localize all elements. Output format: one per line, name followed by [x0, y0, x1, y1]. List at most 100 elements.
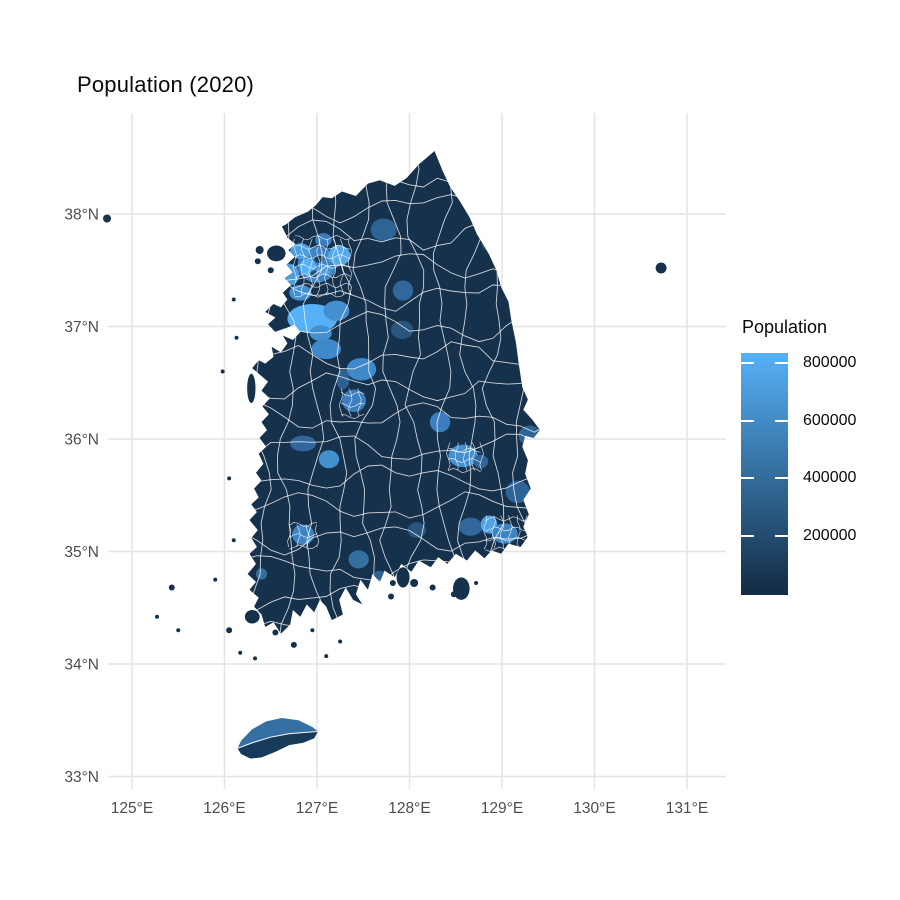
y-axis-tick-label: 36°N [64, 432, 99, 449]
region-suncheon [348, 550, 369, 569]
islands [103, 214, 667, 661]
island [154, 614, 159, 619]
region-gumi [429, 412, 451, 433]
korea-map [103, 151, 667, 759]
island [474, 581, 479, 585]
district-border-line [300, 238, 305, 296]
region-jeonju [318, 450, 340, 469]
region-goyang [290, 243, 311, 259]
district-border-line [347, 238, 352, 296]
county-border-line [379, 152, 402, 634]
district-border-line [357, 388, 362, 417]
x-axis-tick-label: 130°E [573, 800, 615, 817]
island [338, 639, 343, 644]
region-gangneung [481, 235, 501, 252]
district-border-line [289, 522, 318, 527]
jeju-island [237, 718, 318, 759]
county-border-line [276, 152, 298, 634]
y-axis-tick-label: 38°N [64, 207, 99, 224]
region-chuncheon [370, 218, 397, 241]
region-wonju [392, 280, 414, 301]
district-border-line [294, 292, 351, 298]
district-border-line [341, 413, 365, 419]
island [389, 580, 396, 586]
x-axis-tick-label: 131°E [666, 800, 708, 817]
island-anmyeondo [247, 373, 256, 403]
district-border-line [485, 536, 528, 542]
jeju-south-region [237, 731, 318, 759]
district-border-line [448, 467, 481, 473]
island [227, 476, 232, 481]
island [176, 628, 181, 633]
county-border-line [247, 433, 540, 464]
island [226, 627, 233, 634]
district-border-line [289, 533, 318, 539]
island [254, 258, 261, 265]
region-iksan-gunsan [290, 435, 317, 452]
district-border-line [308, 238, 313, 296]
county-border-line [247, 526, 540, 556]
district-border-line [294, 235, 351, 241]
district-border-line [287, 524, 292, 548]
island [231, 538, 236, 543]
district-border-line [294, 244, 351, 250]
y-axis-tick-label: 34°N [64, 657, 99, 674]
district-border-line [292, 238, 297, 296]
island-geoje [452, 577, 470, 600]
island-ulleungdo [655, 262, 667, 274]
island [429, 584, 436, 591]
district-border-line [516, 515, 521, 550]
district-border-line [314, 524, 320, 548]
region-mokpo [255, 568, 268, 580]
island [310, 628, 315, 633]
district-border-line [324, 238, 329, 296]
district-border-line [448, 447, 481, 453]
district-border-line [340, 391, 365, 397]
county-border-line [535, 152, 540, 634]
x-axis-tick-label: 129°E [481, 800, 523, 817]
island [253, 656, 258, 661]
region-changwon [458, 517, 483, 536]
region-sejong [336, 369, 350, 390]
x-axis-tick-label: 126°E [203, 800, 245, 817]
district-border-line [454, 442, 459, 471]
island [234, 335, 239, 340]
region-namyangju [328, 245, 351, 266]
district-border-line [485, 516, 528, 522]
island-jindo [244, 610, 260, 624]
plot-title: Population (2020) [77, 72, 255, 97]
y-axis-tick-label: 35°N [64, 544, 99, 561]
island [272, 629, 279, 636]
county-border-line [247, 372, 540, 402]
county-border-line [352, 152, 377, 634]
district-border-line [479, 442, 484, 471]
x-axis-tick-label: 125°E [111, 800, 153, 817]
axis-labels: 125°E 126°E 127°E 128°E 129°E 130°E 131°E 38°N 3… [64, 207, 708, 818]
x-axis-tick-label: 128°E [388, 800, 430, 817]
urban-district-borders [287, 235, 530, 552]
island [290, 641, 297, 648]
region-chungju [391, 320, 414, 339]
island [267, 267, 274, 274]
island [255, 246, 264, 254]
district-border-line [332, 238, 337, 296]
island [168, 584, 175, 591]
district-border-line [483, 515, 488, 550]
island [238, 650, 243, 655]
district-border-line [462, 442, 468, 471]
district-border-line [294, 273, 351, 279]
jeju-border-line [237, 730, 318, 749]
island [410, 579, 419, 587]
island-namhae [396, 567, 410, 588]
district-border-line [289, 544, 318, 550]
district-border-line [508, 515, 513, 550]
island [231, 297, 236, 302]
district-border-line [471, 442, 476, 471]
county-border-line [247, 460, 540, 492]
island [103, 214, 112, 223]
y-axis-tick-label: 33°N [64, 769, 99, 786]
district-border-line [316, 238, 321, 296]
y-axis-tick-label: 37°N [64, 319, 99, 336]
region-cheonan-asan [311, 338, 342, 360]
